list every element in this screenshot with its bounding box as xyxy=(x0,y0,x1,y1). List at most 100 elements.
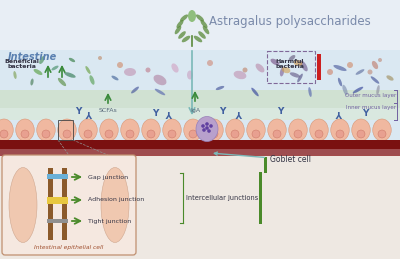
Bar xyxy=(0,90,400,108)
Circle shape xyxy=(378,130,386,138)
Ellipse shape xyxy=(196,117,218,141)
Circle shape xyxy=(0,130,8,138)
Ellipse shape xyxy=(182,36,190,42)
Ellipse shape xyxy=(79,119,97,141)
Circle shape xyxy=(210,130,218,138)
Ellipse shape xyxy=(187,70,193,80)
Circle shape xyxy=(63,130,71,138)
Circle shape xyxy=(205,126,209,130)
Circle shape xyxy=(189,130,197,138)
Ellipse shape xyxy=(121,119,139,141)
Ellipse shape xyxy=(16,119,34,141)
Ellipse shape xyxy=(333,65,347,71)
Ellipse shape xyxy=(342,85,348,95)
Ellipse shape xyxy=(268,119,286,141)
Circle shape xyxy=(207,129,211,133)
Ellipse shape xyxy=(86,66,90,74)
Ellipse shape xyxy=(90,75,94,85)
Circle shape xyxy=(84,130,92,138)
Circle shape xyxy=(327,69,333,75)
Ellipse shape xyxy=(178,31,186,39)
Text: Inner mucus layer: Inner mucus layer xyxy=(346,104,396,110)
Text: Gap junction: Gap junction xyxy=(88,175,128,179)
Ellipse shape xyxy=(289,119,307,141)
Ellipse shape xyxy=(356,69,364,75)
Text: Goblet cell: Goblet cell xyxy=(214,152,311,164)
Ellipse shape xyxy=(297,74,303,82)
Ellipse shape xyxy=(234,71,246,79)
Ellipse shape xyxy=(290,72,300,78)
Text: Y: Y xyxy=(75,107,81,117)
Ellipse shape xyxy=(338,78,342,86)
Bar xyxy=(317,54,321,80)
Circle shape xyxy=(347,62,353,68)
Text: Intestinal epithelial cell: Intestinal epithelial cell xyxy=(34,244,104,249)
Ellipse shape xyxy=(216,86,224,90)
Ellipse shape xyxy=(171,63,179,73)
Circle shape xyxy=(42,130,50,138)
Bar xyxy=(62,168,67,240)
Circle shape xyxy=(201,124,205,128)
Ellipse shape xyxy=(30,78,34,85)
Ellipse shape xyxy=(373,119,391,141)
Text: Outer mucus layer: Outer mucus layer xyxy=(345,93,396,98)
Ellipse shape xyxy=(180,15,188,21)
Circle shape xyxy=(209,124,213,128)
Circle shape xyxy=(117,62,123,68)
Bar xyxy=(0,140,400,149)
Text: Intestine: Intestine xyxy=(8,52,57,62)
Ellipse shape xyxy=(142,119,160,141)
Ellipse shape xyxy=(69,58,75,62)
Ellipse shape xyxy=(58,119,76,141)
Bar xyxy=(58,120,73,140)
Bar xyxy=(48,168,53,240)
Bar xyxy=(259,172,262,224)
Ellipse shape xyxy=(308,87,312,97)
Ellipse shape xyxy=(289,55,295,61)
Ellipse shape xyxy=(101,168,129,242)
Text: Astragalus polysaccharides: Astragalus polysaccharides xyxy=(209,16,371,28)
Ellipse shape xyxy=(39,56,45,64)
Text: Y: Y xyxy=(337,107,343,117)
Ellipse shape xyxy=(64,72,76,78)
Text: Tight junction: Tight junction xyxy=(88,219,131,224)
Ellipse shape xyxy=(52,66,58,70)
Bar xyxy=(47,219,68,223)
Text: Y: Y xyxy=(152,109,158,118)
Ellipse shape xyxy=(100,119,118,141)
Ellipse shape xyxy=(155,89,165,95)
Circle shape xyxy=(273,130,281,138)
Text: Beneficial
bacteria: Beneficial bacteria xyxy=(4,59,40,69)
Ellipse shape xyxy=(196,15,204,21)
Circle shape xyxy=(202,128,206,132)
Ellipse shape xyxy=(310,119,328,141)
Bar xyxy=(0,155,400,259)
Ellipse shape xyxy=(353,87,363,93)
Ellipse shape xyxy=(9,168,37,242)
Ellipse shape xyxy=(112,76,118,80)
Ellipse shape xyxy=(251,88,259,96)
Ellipse shape xyxy=(58,78,66,86)
Text: Y: Y xyxy=(362,109,368,118)
Ellipse shape xyxy=(386,75,394,81)
Text: Y: Y xyxy=(87,107,93,117)
Circle shape xyxy=(126,130,134,138)
Text: Y: Y xyxy=(237,109,243,118)
Circle shape xyxy=(336,130,344,138)
Text: Adhesion junction: Adhesion junction xyxy=(88,198,144,203)
Text: IgA: IgA xyxy=(190,108,200,113)
Ellipse shape xyxy=(294,60,302,66)
Text: Y: Y xyxy=(277,107,283,117)
Ellipse shape xyxy=(205,119,223,141)
Circle shape xyxy=(242,68,248,73)
Ellipse shape xyxy=(371,76,379,84)
Circle shape xyxy=(21,130,29,138)
Ellipse shape xyxy=(200,20,208,28)
Ellipse shape xyxy=(247,119,265,141)
Circle shape xyxy=(252,130,260,138)
Circle shape xyxy=(207,60,213,66)
FancyBboxPatch shape xyxy=(2,155,136,255)
Ellipse shape xyxy=(198,31,206,39)
Ellipse shape xyxy=(256,63,264,73)
Ellipse shape xyxy=(280,68,284,76)
